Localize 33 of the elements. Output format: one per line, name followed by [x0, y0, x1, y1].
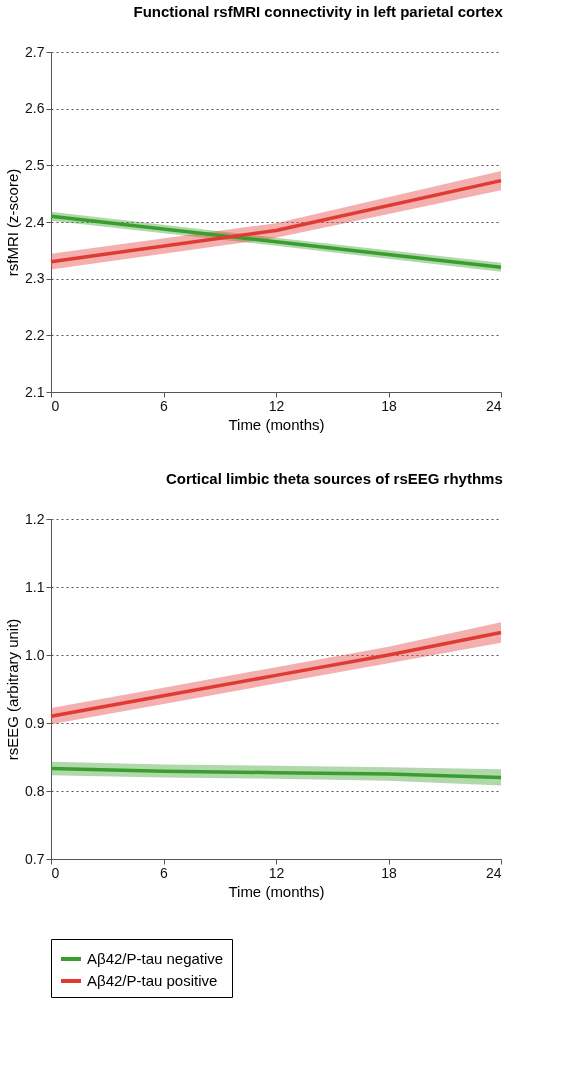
legend-label: Aβ42/P-tau positive: [87, 972, 218, 989]
y-tick-label: 0.8: [25, 782, 45, 799]
x-tick-label: 6: [160, 864, 169, 881]
x-tick-label: 0: [51, 864, 60, 881]
y-axis-title: rsfMRI (z-score): [4, 168, 22, 277]
x-tick-label: 18: [381, 397, 397, 414]
legend-label: Aβ42/P-tau negative: [87, 950, 224, 967]
y-tick-label: 2.2: [25, 326, 45, 343]
chart-title: Cortical limbic theta sources of rsEEG rhythms: [165, 470, 503, 487]
y-axis-title: rsEEG (arbitrary unit): [4, 618, 22, 761]
x-axis-title: Time (months): [228, 415, 325, 433]
x-tick-label: 18: [381, 864, 397, 881]
y-tick-label: 2.6: [25, 100, 45, 117]
y-tick-label: 0.7: [25, 850, 45, 867]
line-series: [49, 630, 503, 718]
x-tick-label: 24: [485, 397, 502, 414]
line-series: [49, 766, 503, 780]
x-tick-label: 24: [485, 864, 502, 881]
x-tick-label: 6: [160, 397, 169, 414]
y-tick-label: 2.4: [25, 213, 45, 230]
y-tick-label: 2.1: [25, 383, 45, 400]
y-tick-label: 2.5: [25, 156, 45, 173]
y-tick-label: 1.1: [25, 578, 45, 595]
y-tick-label: 2.7: [25, 43, 45, 60]
x-tick-label: 12: [268, 864, 285, 881]
x-tick-label: 12: [268, 397, 285, 414]
y-tick-label: 0.9: [25, 714, 45, 731]
chart-title: Functional rsfMRI connectivity in left parietal cortex: [133, 3, 504, 20]
y-tick-label: 2.3: [25, 270, 45, 287]
x-tick-label: 0: [51, 397, 60, 414]
y-tick-label: 1.2: [25, 510, 45, 527]
y-tick-label: 1.0: [25, 646, 45, 663]
x-axis-title: Time (months): [228, 882, 325, 900]
